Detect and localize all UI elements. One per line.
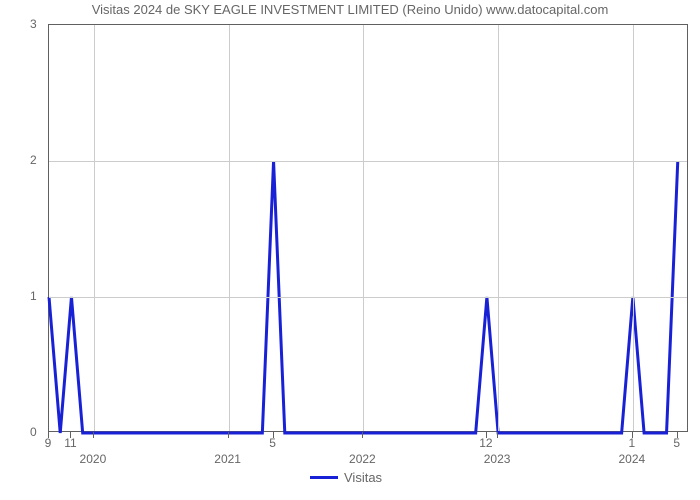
x-year-label: 2021 (214, 452, 241, 466)
x-year-label: 2023 (484, 452, 511, 466)
y-tick-label: 1 (30, 289, 37, 303)
v-gridline (363, 25, 364, 431)
y-tick-label: 3 (30, 17, 37, 31)
v-gridline (229, 25, 230, 431)
legend-label: Visitas (344, 470, 382, 485)
v-gridline (94, 25, 95, 431)
v-gridline (633, 25, 634, 431)
x-tick-mark (362, 432, 363, 438)
line-series-layer (49, 25, 689, 433)
x-tick-label: 12 (479, 436, 492, 450)
x-tick-mark (497, 432, 498, 438)
x-tick-mark (93, 432, 94, 438)
x-tick-label: 11 (64, 436, 76, 450)
legend-swatch (310, 476, 338, 479)
x-year-label: 2022 (349, 452, 376, 466)
v-gridline (498, 25, 499, 431)
h-gridline (49, 297, 687, 298)
x-year-label: 2020 (80, 452, 107, 466)
legend: Visitas (310, 470, 382, 485)
x-tick-label: 5 (673, 436, 680, 450)
x-year-label: 2024 (619, 452, 646, 466)
x-tick-label: 1 (629, 436, 636, 450)
chart-container: Visitas 2024 de SKY EAGLE INVESTMENT LIM… (0, 0, 700, 500)
x-tick-label: 5 (269, 436, 276, 450)
plot-area (48, 24, 688, 432)
x-tick-label: 9 (45, 436, 52, 450)
chart-title: Visitas 2024 de SKY EAGLE INVESTMENT LIM… (0, 2, 700, 17)
y-tick-label: 2 (30, 153, 37, 167)
h-gridline (49, 161, 687, 162)
x-tick-mark (228, 432, 229, 438)
y-tick-label: 0 (30, 425, 37, 439)
